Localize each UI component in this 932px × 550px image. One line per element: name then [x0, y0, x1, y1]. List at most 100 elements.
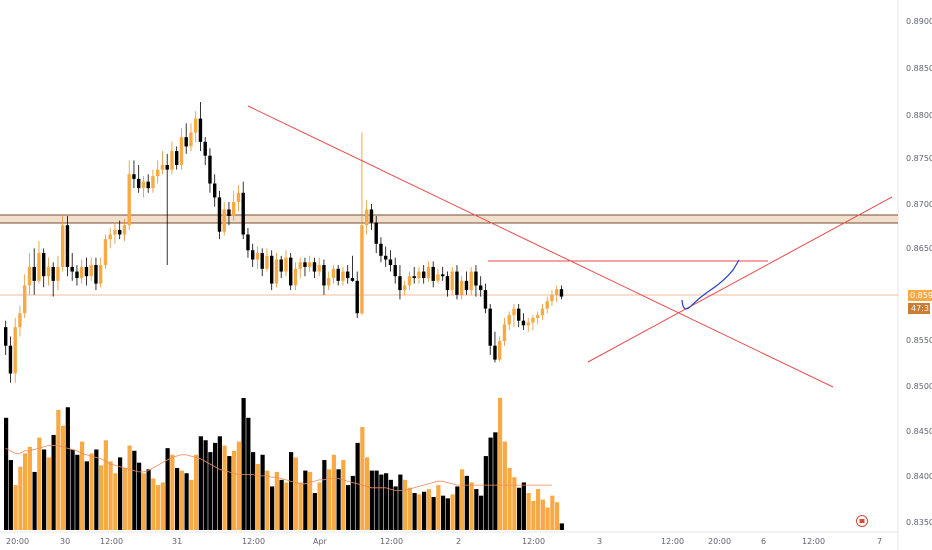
candle-body: [46, 266, 51, 277]
volume-bar: [493, 432, 498, 530]
volume-bar: [70, 449, 75, 530]
candle-body: [450, 271, 454, 291]
resistance-zone[interactable]: [0, 214, 898, 224]
candle-body: [545, 301, 549, 309]
candle-body: [179, 137, 184, 165]
candle: [289, 253, 293, 291]
volume-bar: [450, 494, 455, 530]
candle-body: [274, 259, 279, 284]
volume-bar: [151, 478, 156, 530]
volume-bar: [265, 470, 270, 530]
candle: [51, 262, 55, 297]
candle-body: [493, 345, 497, 360]
candle: [374, 215, 378, 254]
candle: [441, 266, 445, 281]
candle: [350, 255, 355, 282]
volume-bar: [431, 497, 436, 530]
volume-bar: [141, 473, 146, 530]
candle-body: [118, 229, 122, 235]
candlesticks: [4, 101, 564, 383]
candle: [526, 317, 530, 332]
volume-bar: [317, 482, 322, 530]
volume-bar: [536, 489, 541, 530]
candle-body: [255, 253, 260, 260]
volume-bar: [222, 445, 227, 530]
candle: [42, 248, 46, 288]
candle-body: [422, 271, 426, 279]
time-tick-label: 12:00: [802, 537, 825, 546]
candle-body: [75, 271, 79, 279]
candle-body: [165, 164, 169, 170]
time-tick-label: 7: [877, 537, 882, 546]
candle: [137, 164, 141, 193]
volume-bar: [298, 482, 303, 530]
candle: [127, 160, 131, 230]
event-flag-icon[interactable]: [856, 515, 868, 527]
candle-body: [365, 209, 369, 226]
candle-body: [251, 250, 255, 260]
candle: [274, 253, 279, 288]
candle-body: [507, 315, 511, 325]
trendline-drawings[interactable]: [247, 105, 893, 388]
candle-body: [146, 181, 150, 189]
candle-body: [151, 176, 155, 189]
candle-body: [61, 225, 65, 267]
ascending-trendline[interactable]: [587, 196, 893, 363]
volume-bar: [37, 437, 42, 530]
volume-bar: [455, 486, 460, 530]
volume-bar: [445, 498, 450, 530]
volume-bar: [403, 479, 408, 530]
candle-body: [232, 202, 236, 216]
candle-body: [331, 268, 336, 279]
volume-bar: [194, 454, 199, 530]
candle: [227, 202, 231, 226]
volume-bar: [213, 442, 218, 530]
candle-body: [227, 209, 231, 216]
candle: [8, 336, 13, 383]
candle-body: [455, 271, 459, 295]
volume-bar: [507, 467, 512, 530]
volume-bar: [346, 485, 351, 530]
candle-body: [141, 181, 146, 189]
candle: [393, 257, 397, 284]
candle-body: [460, 280, 464, 295]
current-price-tag: 0.85985 47:32: [908, 290, 932, 314]
candle: [398, 265, 402, 300]
volume-bar: [99, 465, 104, 530]
volume-bar: [170, 454, 175, 530]
volume-bar: [417, 494, 422, 530]
current-price-tag-bg: [908, 290, 932, 301]
candle-body: [403, 285, 407, 291]
candle-body: [265, 255, 269, 269]
candle: [70, 253, 74, 281]
volume-bar: [540, 499, 545, 530]
volume-bar: [312, 493, 317, 530]
candle-body: [412, 276, 416, 279]
volume-bar: [208, 452, 213, 530]
time-tick-label: 20:00: [708, 537, 731, 546]
volume-bar: [350, 475, 355, 530]
candle-body: [341, 271, 345, 281]
candle: [198, 101, 203, 152]
volume-bar: [336, 469, 341, 530]
volume-bar: [479, 495, 484, 530]
candle-body: [350, 278, 355, 281]
volume-bar: [203, 440, 208, 530]
candle-body: [322, 265, 326, 286]
candle-body: [346, 271, 350, 279]
projected-path-drawing[interactable]: [681, 259, 740, 310]
candle-body: [4, 327, 8, 346]
descending-trendline[interactable]: [247, 105, 834, 388]
candle: [203, 137, 207, 165]
candle: [545, 296, 549, 314]
candle: [308, 255, 312, 272]
volume-bar: [407, 487, 412, 530]
time-tick-label: 6: [761, 537, 766, 546]
candle: [37, 240, 41, 284]
candle-body: [289, 257, 293, 286]
candle: [445, 271, 450, 297]
time-tick-label: 12:00: [380, 537, 403, 546]
volume-bar: [355, 442, 360, 530]
